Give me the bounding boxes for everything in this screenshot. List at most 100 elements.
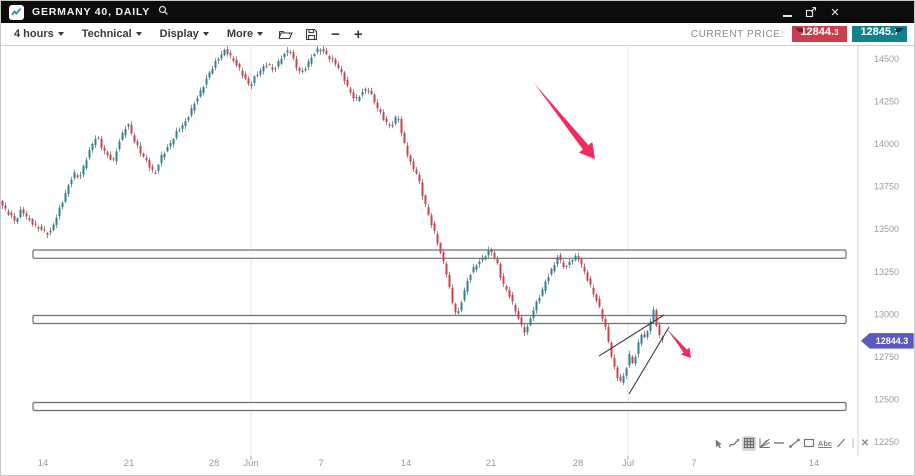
more-dropdown[interactable]: More bbox=[218, 23, 272, 45]
zoom-out-button[interactable]: − bbox=[331, 25, 340, 43]
candle-down bbox=[235, 59, 238, 66]
candle-up bbox=[313, 53, 316, 57]
support-zone-13000[interactable] bbox=[32, 314, 847, 325]
candle-up bbox=[475, 265, 478, 270]
minimize-button[interactable] bbox=[780, 5, 794, 19]
candle-up bbox=[550, 268, 553, 275]
candle-up bbox=[526, 326, 529, 333]
candle-up bbox=[625, 368, 628, 376]
candle-up bbox=[82, 165, 85, 175]
wedge-upper[interactable] bbox=[598, 314, 665, 357]
candle-down bbox=[616, 367, 619, 379]
candle-down bbox=[523, 327, 526, 333]
popout-button[interactable] bbox=[804, 5, 818, 19]
fan-lines-tool-icon[interactable] bbox=[757, 436, 771, 451]
candle-up bbox=[283, 53, 286, 57]
big-down-arrow[interactable] bbox=[534, 83, 595, 159]
candle-down bbox=[493, 252, 496, 258]
candle-up bbox=[571, 260, 574, 262]
candle-down bbox=[577, 256, 580, 260]
grid-tool-icon[interactable] bbox=[742, 435, 756, 451]
date-axis-label: 21 bbox=[124, 458, 135, 469]
candle-down bbox=[499, 264, 502, 278]
candle-up bbox=[124, 129, 127, 136]
candle-down bbox=[376, 102, 379, 109]
pointer-tool-icon[interactable] bbox=[712, 436, 726, 451]
candle-up bbox=[199, 90, 202, 97]
save-icon[interactable] bbox=[299, 23, 324, 45]
last-price-tag-label: 12844.3 bbox=[876, 336, 909, 346]
candle-up bbox=[634, 357, 637, 364]
line-tool-icon[interactable] bbox=[834, 436, 848, 451]
candle-down bbox=[580, 258, 583, 265]
more-label: More bbox=[226, 28, 254, 40]
small-down-arrow[interactable] bbox=[667, 329, 691, 358]
search-icon[interactable] bbox=[158, 3, 169, 21]
candle-up bbox=[319, 50, 322, 52]
title-bar: GERMANY 40, DAILY ✕ bbox=[1, 1, 914, 23]
candle-up bbox=[652, 309, 655, 321]
candle-down bbox=[46, 233, 49, 235]
candle-down bbox=[40, 226, 43, 230]
date-axis-label: 28 bbox=[573, 458, 584, 469]
candle-down bbox=[247, 78, 250, 84]
candle-down bbox=[28, 218, 31, 221]
candle-up bbox=[157, 164, 160, 171]
candle-down bbox=[610, 342, 613, 357]
close-button[interactable]: ✕ bbox=[830, 6, 840, 19]
candle-up bbox=[457, 311, 460, 314]
candle-up bbox=[220, 54, 223, 59]
technical-dropdown[interactable]: Technical bbox=[73, 23, 151, 45]
price-axis-label: 13500 bbox=[874, 224, 899, 234]
candle-down bbox=[502, 276, 505, 284]
candle-up bbox=[73, 172, 76, 179]
candle-down bbox=[148, 160, 151, 168]
candle-down bbox=[355, 96, 358, 99]
candle-down bbox=[295, 58, 298, 68]
price-axis-label: 13000 bbox=[874, 309, 899, 319]
candle-down bbox=[103, 147, 106, 151]
support-zone-12450[interactable] bbox=[32, 401, 847, 412]
delete-drawing-icon[interactable]: ✕ bbox=[860, 437, 870, 449]
candle-down bbox=[427, 207, 430, 215]
date-axis-label: 7 bbox=[318, 458, 323, 469]
price-axis-label: 13750 bbox=[874, 182, 899, 192]
candle-up bbox=[190, 108, 193, 116]
candle-down bbox=[139, 145, 142, 154]
chevron-down-icon bbox=[135, 32, 142, 36]
candlestick-chart[interactable]: 14500 14250 14000 13750 13500 13250 13000 12750… bbox=[1, 45, 915, 476]
candle-down bbox=[586, 272, 589, 281]
text-tool-icon[interactable]: Abc bbox=[817, 438, 833, 448]
horizontal-line-tool-icon[interactable] bbox=[772, 436, 786, 451]
price-axis-label: 12750 bbox=[874, 352, 899, 362]
trendline-tool-icon[interactable] bbox=[787, 436, 801, 451]
candle-down bbox=[643, 334, 646, 338]
open-folder-icon[interactable] bbox=[272, 23, 299, 45]
candle-down bbox=[415, 169, 418, 174]
candle-up bbox=[217, 58, 220, 61]
candle-up bbox=[301, 70, 304, 73]
rectangle-tool-icon[interactable] bbox=[802, 436, 816, 451]
candle-up bbox=[262, 66, 265, 72]
zoom-in-button[interactable]: + bbox=[353, 25, 363, 43]
timeframe-dropdown[interactable]: 4 hours bbox=[5, 23, 73, 45]
candle-up bbox=[637, 342, 640, 355]
candle-down bbox=[226, 49, 229, 54]
candle-down bbox=[631, 356, 634, 364]
candle-down bbox=[328, 56, 331, 60]
candle-down bbox=[334, 59, 337, 65]
price-axis-label: 14500 bbox=[874, 54, 899, 64]
wedge-lower[interactable] bbox=[628, 326, 670, 395]
display-dropdown[interactable]: Display bbox=[151, 23, 218, 45]
sell-price-badge[interactable]: 12844. 3 bbox=[792, 26, 847, 42]
curve-arrow-tool-icon[interactable] bbox=[727, 436, 741, 451]
candle-up bbox=[52, 224, 55, 231]
candle-up bbox=[466, 280, 469, 292]
candle-down bbox=[268, 64, 271, 66]
candle-down bbox=[232, 58, 235, 61]
candle-up bbox=[565, 265, 568, 267]
candle-down bbox=[382, 112, 385, 120]
date-axis-label: 21 bbox=[486, 458, 497, 469]
buy-price-badge[interactable]: 12845. 7 bbox=[852, 26, 907, 42]
